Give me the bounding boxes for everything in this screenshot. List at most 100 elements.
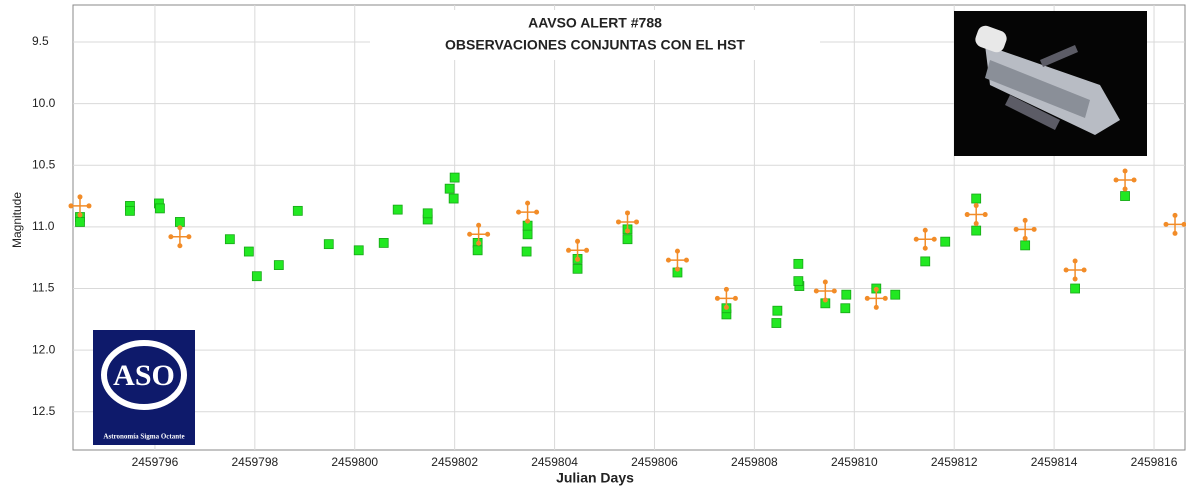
logo: ASO Astronomía Sigma Octante	[93, 330, 195, 445]
data-point	[225, 235, 234, 244]
data-point	[772, 319, 781, 328]
cross-end	[874, 287, 879, 292]
cross-end	[983, 212, 988, 217]
cross-end	[625, 228, 630, 233]
cross-end	[974, 221, 979, 226]
cross-end	[1164, 222, 1169, 227]
data-point	[252, 272, 261, 281]
cross-end	[77, 194, 82, 199]
cross-end	[1064, 268, 1069, 273]
data-point	[794, 259, 803, 268]
cross-end	[724, 287, 729, 292]
y-tick-label: 10.0	[32, 96, 56, 110]
y-tick-label: 12.5	[32, 404, 56, 418]
cross-end	[1114, 178, 1119, 183]
cross-end	[874, 305, 879, 310]
cross-end	[814, 288, 819, 293]
cross-end	[485, 232, 490, 237]
cross-end	[923, 228, 928, 233]
cross-end	[974, 203, 979, 208]
x-tick-label: 2459806	[631, 455, 678, 469]
data-point	[75, 217, 84, 226]
cross-end	[86, 203, 91, 208]
cross-end	[566, 248, 571, 253]
data-point	[841, 304, 850, 313]
cross-end	[965, 212, 970, 217]
data-point	[244, 247, 253, 256]
y-tick-label: 11.0	[32, 219, 55, 233]
data-point	[175, 217, 184, 226]
cross-end	[525, 219, 530, 224]
data-point	[1021, 241, 1030, 250]
cross-end	[1073, 259, 1078, 264]
cross-end	[865, 296, 870, 301]
data-point	[891, 290, 900, 299]
cross-end	[1023, 218, 1028, 223]
cross-end	[832, 288, 837, 293]
data-point	[125, 206, 134, 215]
cross-end	[534, 210, 539, 215]
data-point	[523, 230, 532, 239]
data-point	[423, 209, 432, 218]
cross-end	[823, 297, 828, 302]
chart-subtitle: OBSERVACIONES CONJUNTAS CON EL HST	[445, 37, 745, 53]
cross-end	[1173, 231, 1178, 236]
x-tick-label: 2459814	[1031, 455, 1078, 469]
cross-end	[1123, 169, 1128, 174]
cross-end	[1032, 227, 1037, 232]
cross-end	[733, 296, 738, 301]
cross-end	[68, 203, 73, 208]
data-point	[445, 184, 454, 193]
x-tick-label: 2459796	[132, 455, 179, 469]
cross-end	[724, 305, 729, 310]
cross-end	[467, 232, 472, 237]
data-point	[573, 264, 582, 273]
data-point	[473, 246, 482, 255]
x-tick-label: 2459802	[431, 455, 478, 469]
hubble-image	[954, 11, 1147, 156]
data-point	[393, 205, 402, 214]
x-tick-label: 2459800	[331, 455, 378, 469]
cross-end	[1132, 178, 1137, 183]
y-axis-label: Magnitude	[10, 192, 24, 248]
data-point	[155, 204, 164, 213]
cross-end	[616, 219, 621, 224]
cross-end	[516, 210, 521, 215]
data-point	[972, 226, 981, 235]
data-point	[293, 206, 302, 215]
y-tick-label: 10.5	[32, 157, 56, 171]
cross-end	[914, 237, 919, 242]
x-tick-label: 2459816	[1131, 455, 1178, 469]
cross-end	[525, 201, 530, 206]
cross-end	[634, 219, 639, 224]
cross-end	[1023, 236, 1028, 241]
y-tick-label: 12.0	[32, 342, 56, 356]
cross-end	[575, 257, 580, 262]
data-point	[1071, 284, 1080, 293]
data-point	[379, 238, 388, 247]
cross-end	[476, 241, 481, 246]
cross-end	[684, 258, 689, 263]
cross-end	[1014, 227, 1019, 232]
cross-end	[823, 279, 828, 284]
logo-mark: ASO	[113, 359, 175, 392]
data-point	[450, 173, 459, 182]
x-tick-label: 2459804	[531, 455, 578, 469]
cross-end	[584, 248, 589, 253]
cross-end	[932, 237, 937, 242]
data-point	[972, 194, 981, 203]
cross-end	[666, 258, 671, 263]
x-axis-label: Julian Days	[556, 470, 634, 486]
data-point	[794, 277, 803, 286]
data-point	[522, 247, 531, 256]
data-point	[773, 306, 782, 315]
data-point	[449, 194, 458, 203]
cross-end	[177, 225, 182, 230]
data-point	[921, 257, 930, 266]
cross-end	[186, 234, 191, 239]
cross-end	[77, 212, 82, 217]
cross-end	[1173, 213, 1178, 218]
cross-end	[883, 296, 888, 301]
data-point	[623, 235, 632, 244]
cross-end	[675, 267, 680, 272]
